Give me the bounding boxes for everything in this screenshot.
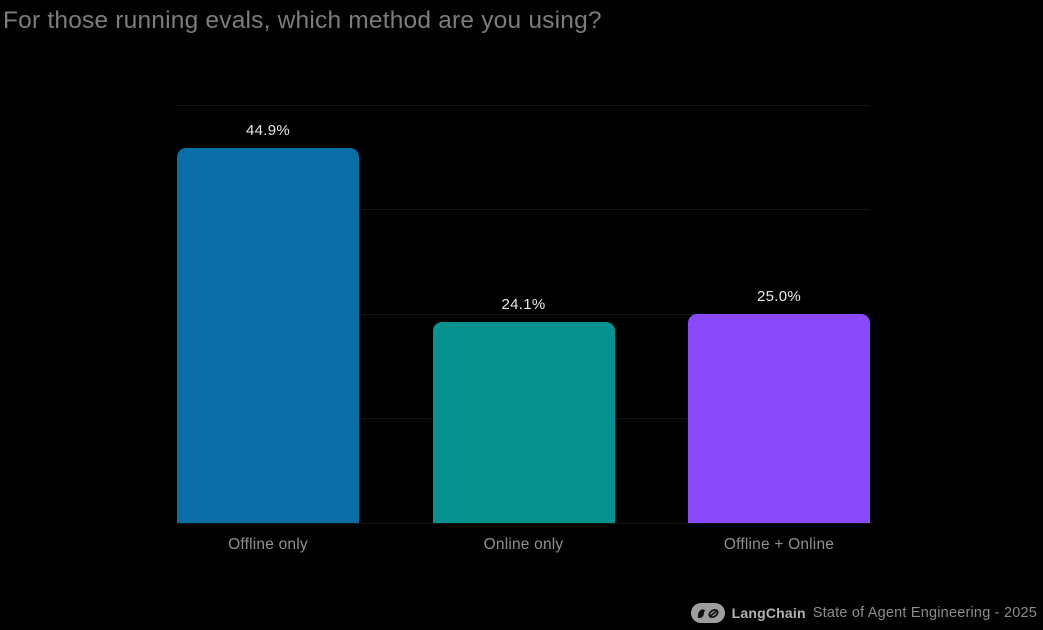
langchain-logo <box>690 603 725 623</box>
bar-offline-only <box>177 147 359 523</box>
bar-group-online-only: 24.1% <box>432 295 615 523</box>
bar-value-label-offline-online: 25.0% <box>756 288 802 305</box>
bar-value-label-online-only: 24.1% <box>501 295 546 313</box>
gridline <box>177 104 870 106</box>
chart-title: For those running evals, which method ar… <box>3 7 602 34</box>
categories-row: Offline only Online only Offline + Online <box>177 536 870 554</box>
footer-attribution: LangChain State of Agent Engineering - 2… <box>690 602 1037 624</box>
bars-row: 44.9% 24.1% 25.0% <box>177 105 870 523</box>
plot-area: 44.9% 24.1% 25.0% <box>177 104 870 524</box>
footer-caption: State of Agent Engineering - 2025 <box>812 605 1037 621</box>
gridline <box>177 313 870 315</box>
category-label-online-only: Online only <box>483 536 564 553</box>
category-label-offline-only: Offline only <box>228 536 308 553</box>
gridline <box>177 209 870 210</box>
langchain-parrot-chainlink-icon <box>697 608 719 618</box>
bar-group-offline-online: 25.0% <box>688 288 870 523</box>
bar-value-label-offline-only: 44.9% <box>245 121 291 139</box>
gridline <box>177 522 870 524</box>
bar-offline-online <box>688 314 870 523</box>
bar-online-only <box>432 321 615 523</box>
bar-group-offline-only: 44.9% <box>177 122 359 523</box>
category-label-offline-online: Offline + Online <box>723 536 835 553</box>
brand-name: LangChain <box>731 605 806 621</box>
